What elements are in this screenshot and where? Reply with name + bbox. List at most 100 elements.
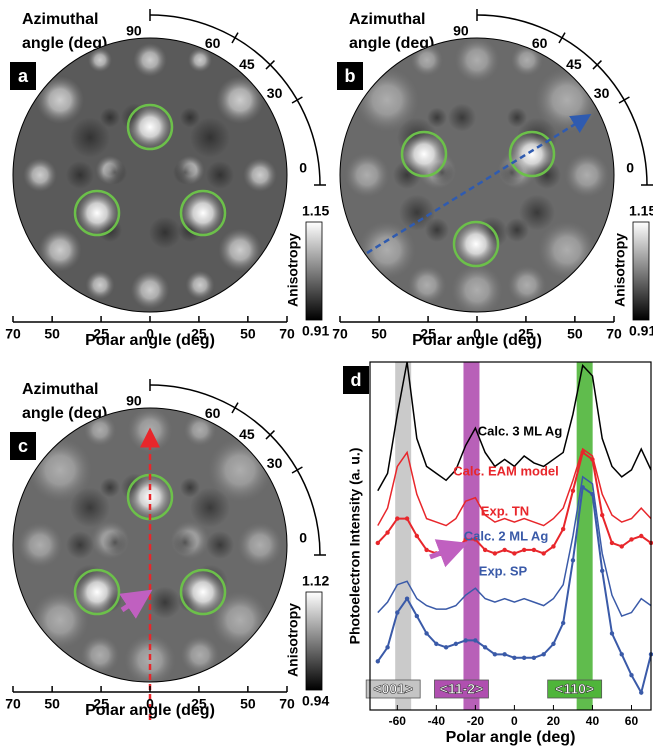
series-label: Calc. EAM model <box>453 463 558 478</box>
data-point <box>424 548 428 552</box>
data-point <box>620 652 624 656</box>
data-point <box>581 450 585 454</box>
image-shadow <box>206 161 234 189</box>
colorbar <box>633 222 649 320</box>
x-tick-label: 60 <box>625 714 639 728</box>
data-point <box>502 652 506 656</box>
colorbar-max: 1.15 <box>629 203 653 219</box>
image-texture <box>23 158 57 192</box>
azimuth-tick-label: 0 <box>299 160 307 176</box>
azimuth-tick-label: 90 <box>126 23 142 39</box>
band-label: <110> <box>555 681 594 697</box>
data-point <box>629 537 633 541</box>
x-tick-label: 70 <box>279 696 295 712</box>
data-point <box>395 610 399 614</box>
data-point <box>493 551 497 555</box>
series-label: Calc. 2 ML Ag <box>464 528 549 543</box>
azimuth-tick-label: 60 <box>205 35 221 51</box>
azimuth-tick-label: 30 <box>267 85 283 101</box>
series-label: Exp. TN <box>481 503 529 518</box>
image-shadow <box>505 218 529 242</box>
x-axis-title: Polar angle (deg) <box>85 332 215 349</box>
azimuth-tick-label: 30 <box>267 455 283 471</box>
image-texture <box>216 76 264 124</box>
panel-label: c <box>18 436 28 456</box>
colorbar-min: 0.91 <box>302 323 329 339</box>
y-axis-title: Photoelectron Intensity (a. u.) <box>347 448 363 645</box>
data-point <box>571 489 575 493</box>
data-point <box>551 544 555 548</box>
image-texture <box>133 43 167 77</box>
data-point <box>493 652 497 656</box>
x-tick-label: 50 <box>371 326 387 342</box>
image-shadow <box>66 531 94 559</box>
data-point <box>502 548 506 552</box>
data-point <box>415 534 419 538</box>
image-shadow <box>103 161 127 185</box>
data-point <box>581 485 585 489</box>
x-tick-label: 70 <box>606 326 622 342</box>
image-shadow <box>173 161 197 185</box>
image-texture <box>36 76 84 124</box>
data-point <box>454 642 458 646</box>
x-tick-label: 70 <box>279 326 295 342</box>
x-tick-label: -20 <box>467 714 485 728</box>
colorbar-max: 1.12 <box>302 573 329 589</box>
image-shadow <box>180 478 200 498</box>
data-point <box>532 548 536 552</box>
data-point <box>385 645 389 649</box>
image-texture <box>38 228 81 271</box>
image-texture <box>238 523 283 568</box>
figure: Azimuthalangle (deg)030456090a7050250255… <box>0 0 653 748</box>
image-texture <box>18 523 63 568</box>
x-tick-label: 70 <box>5 696 21 712</box>
x-tick-label: -40 <box>428 714 446 728</box>
azimuth-title: Azimuthal <box>349 11 425 28</box>
data-point <box>376 659 380 663</box>
image-texture <box>243 158 277 192</box>
azimuth-tick-label: 60 <box>205 405 221 421</box>
x-axis-title: Polar angle (deg) <box>446 729 576 746</box>
image-texture <box>131 271 169 309</box>
stereogram-image <box>13 38 287 312</box>
azimuth-tick-label: 45 <box>566 56 582 72</box>
data-point <box>483 645 487 649</box>
colorbar-max: 1.15 <box>302 203 329 219</box>
colorbar-min: 0.91 <box>629 323 653 339</box>
colorbar <box>306 592 322 690</box>
series-label: Calc. 3 ML Ag <box>478 423 563 438</box>
data-point <box>415 614 419 618</box>
image-shadow <box>173 531 197 555</box>
stereogram-image <box>340 38 614 316</box>
data-point <box>639 690 643 694</box>
colorbar <box>306 222 322 320</box>
data-point <box>620 544 624 548</box>
image-texture <box>81 636 119 674</box>
x-tick-label: 50 <box>44 326 60 342</box>
panel-label: b <box>345 66 356 86</box>
x-tick-label: 50 <box>567 326 583 342</box>
data-point <box>590 457 594 461</box>
colorbar-title: Anisotropy <box>612 233 628 307</box>
image-shadow <box>427 108 447 128</box>
image-shadow <box>180 108 200 128</box>
x-axis-title: Polar angle (deg) <box>85 702 215 719</box>
azimuth-title: Azimuthal <box>22 381 98 398</box>
data-point <box>571 558 575 562</box>
data-point <box>590 492 594 496</box>
data-point <box>551 642 555 646</box>
image-texture <box>451 264 502 315</box>
image-shadow <box>66 161 94 189</box>
data-point <box>512 551 516 555</box>
azimuth-tick-label: 90 <box>126 393 142 409</box>
colorbar-title: Anisotropy <box>285 233 301 307</box>
azimuth-tick-label: 0 <box>299 530 307 546</box>
azimuth-tick-label: 60 <box>532 35 548 51</box>
image-texture <box>181 636 219 674</box>
azimuth-tick-label: 45 <box>239 56 255 72</box>
data-point <box>444 645 448 649</box>
x-tick-label: 70 <box>332 326 348 342</box>
image-texture <box>408 266 446 304</box>
